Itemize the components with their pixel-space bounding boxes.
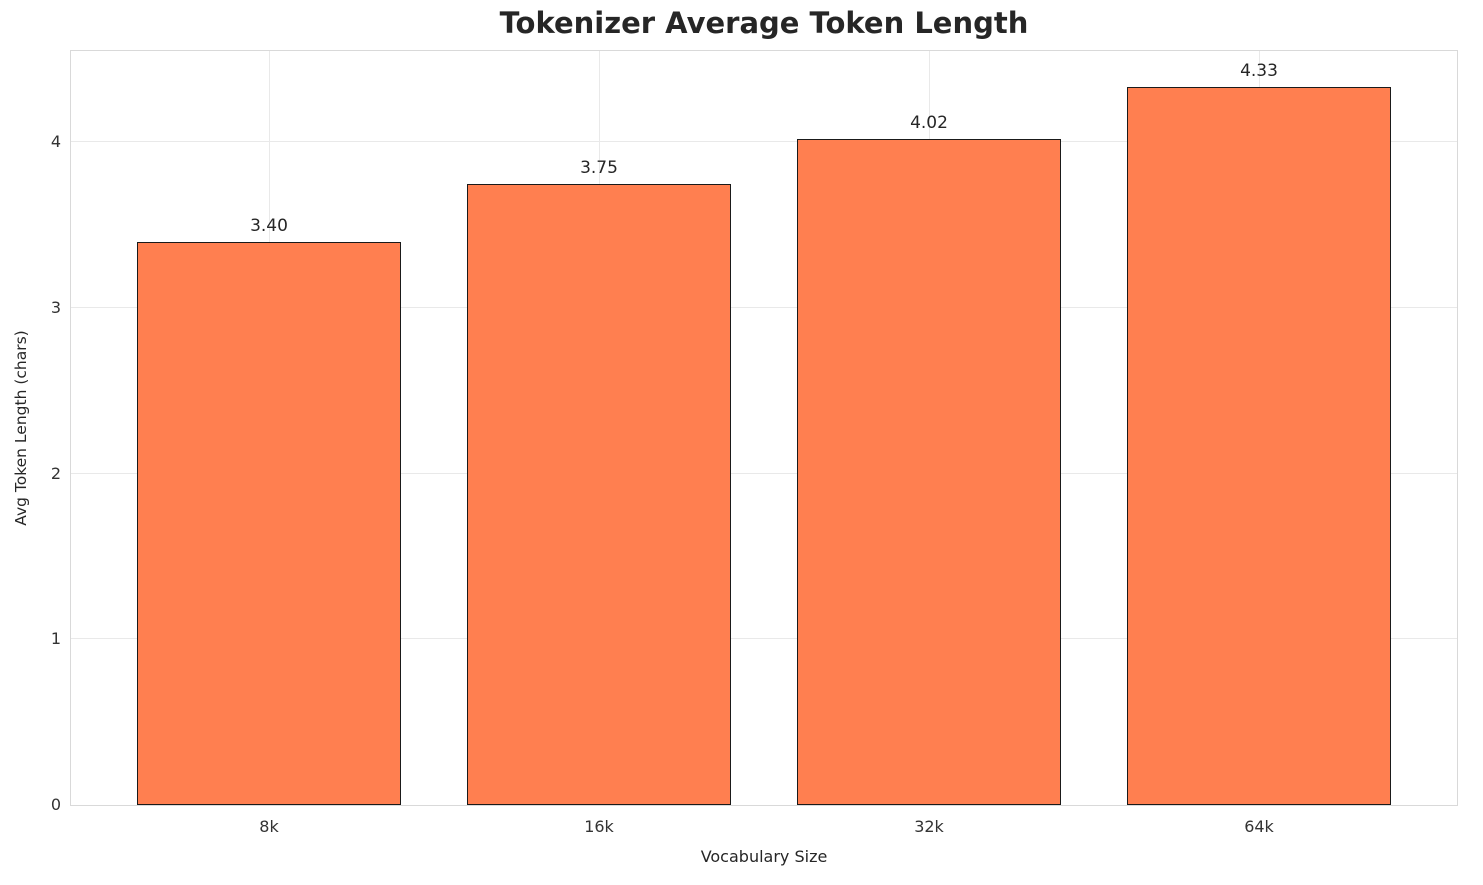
- x-tick-label: 64k: [1244, 817, 1274, 836]
- x-tick-label: 32k: [914, 817, 944, 836]
- x-axis-label: Vocabulary Size: [700, 847, 828, 866]
- y-tick-label: 4: [50, 132, 61, 152]
- y-tick-label: 1: [50, 629, 61, 649]
- h-gridline: [71, 141, 1457, 143]
- y-axis-label: Avg Token Length (chars): [12, 330, 30, 526]
- x-tick-label: 8k: [259, 817, 279, 836]
- bar-value-label: 4.02: [910, 112, 948, 133]
- bar-value-label: 3.40: [250, 215, 288, 236]
- bar-8k: 3.40: [137, 216, 401, 805]
- h-gridline: [71, 472, 1457, 474]
- bar-32k: 4.02: [797, 113, 1061, 805]
- y-tick-label: 0: [50, 795, 61, 814]
- y-tick-label: 3: [50, 297, 61, 317]
- bar-value-label: 3.75: [580, 157, 618, 178]
- x-tick-label: 16k: [584, 817, 614, 836]
- y-tick-label: 2: [50, 463, 61, 483]
- h-gridline: [71, 306, 1457, 308]
- chart-title: Tokenizer Average Token Length: [499, 6, 1029, 40]
- bar-16k: 3.75: [467, 158, 731, 805]
- plot-area: 0 1 2 3 4 3.40 8k 3.75 16k 4.02 32k 4.33 64k: [51, 50, 1458, 836]
- bar-value-label: 4.33: [1240, 61, 1278, 82]
- h-gridline: [71, 638, 1457, 640]
- bar-64k: 4.33: [1127, 61, 1391, 805]
